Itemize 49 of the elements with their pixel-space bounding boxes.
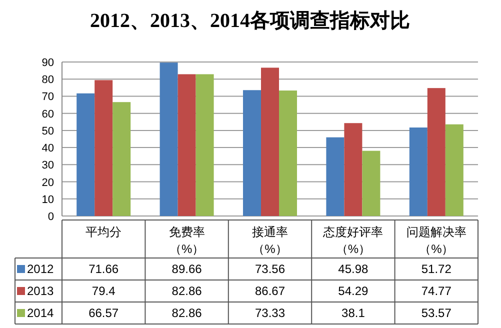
data-label: 66.57: [88, 306, 119, 320]
bar: [196, 74, 214, 216]
y-tick-label: 10: [42, 194, 54, 206]
y-tick-label: 90: [42, 57, 54, 69]
y-tick-label: 50: [42, 125, 54, 138]
bar: [261, 68, 279, 216]
x-tick-label: 平均分: [86, 225, 122, 239]
data-label: 82.86: [172, 306, 202, 320]
bar: [427, 88, 446, 216]
y-tick-label: 0: [48, 211, 54, 223]
y-tick-label: 20: [42, 176, 54, 189]
chart-title: 2012、2013、2014各项调查指标对比: [90, 10, 410, 32]
data-label: 82.86: [172, 284, 202, 298]
bar: [243, 90, 261, 216]
data-label: 45.98: [338, 262, 369, 276]
x-tick-label: 免费率（%）: [168, 225, 205, 256]
data-label: 74.77: [421, 284, 452, 298]
data-label: 54.29: [338, 284, 369, 298]
legend-label: 2012: [27, 262, 54, 276]
data-label: 38.1: [342, 306, 366, 320]
x-tick-label: 态度好评率（%）: [322, 225, 384, 256]
bar: [409, 128, 428, 216]
data-label: 53.57: [421, 306, 452, 320]
bar: [178, 74, 196, 216]
data-label: 79.4: [92, 284, 116, 298]
y-tick-label: 60: [42, 108, 54, 120]
y-tick-label: 80: [42, 74, 54, 86]
bar: [112, 102, 131, 216]
data-label: 89.66: [172, 262, 202, 276]
bar: [344, 123, 362, 216]
bar: [279, 90, 297, 216]
data-label: 73.56: [254, 262, 286, 276]
x-tick-label: 问题解决率（%）: [406, 225, 466, 256]
legend-label: 2014: [27, 306, 54, 320]
y-tick-label: 30: [42, 160, 54, 172]
data-label: 73.33: [254, 306, 286, 320]
bar: [326, 137, 344, 216]
y-tick-label: 40: [42, 142, 54, 155]
bar: [445, 124, 464, 216]
legend-label: 2013: [27, 284, 54, 298]
data-label: 86.67: [254, 284, 286, 298]
bar: [94, 80, 113, 216]
bar: [76, 93, 95, 216]
data-label: 71.66: [88, 262, 119, 276]
data-label: 51.72: [421, 262, 452, 276]
y-tick-label: 70: [42, 91, 54, 104]
bar: [362, 150, 380, 216]
x-tick-label: 接通率（%）: [252, 225, 288, 256]
bar: [160, 62, 178, 216]
